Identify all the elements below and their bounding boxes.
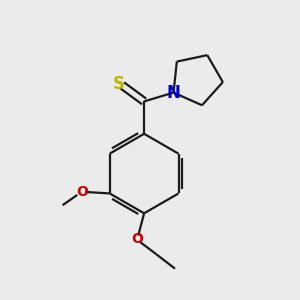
Text: O: O (131, 232, 143, 246)
Text: N: N (167, 84, 181, 102)
Text: O: O (76, 185, 88, 199)
Text: S: S (112, 75, 124, 93)
